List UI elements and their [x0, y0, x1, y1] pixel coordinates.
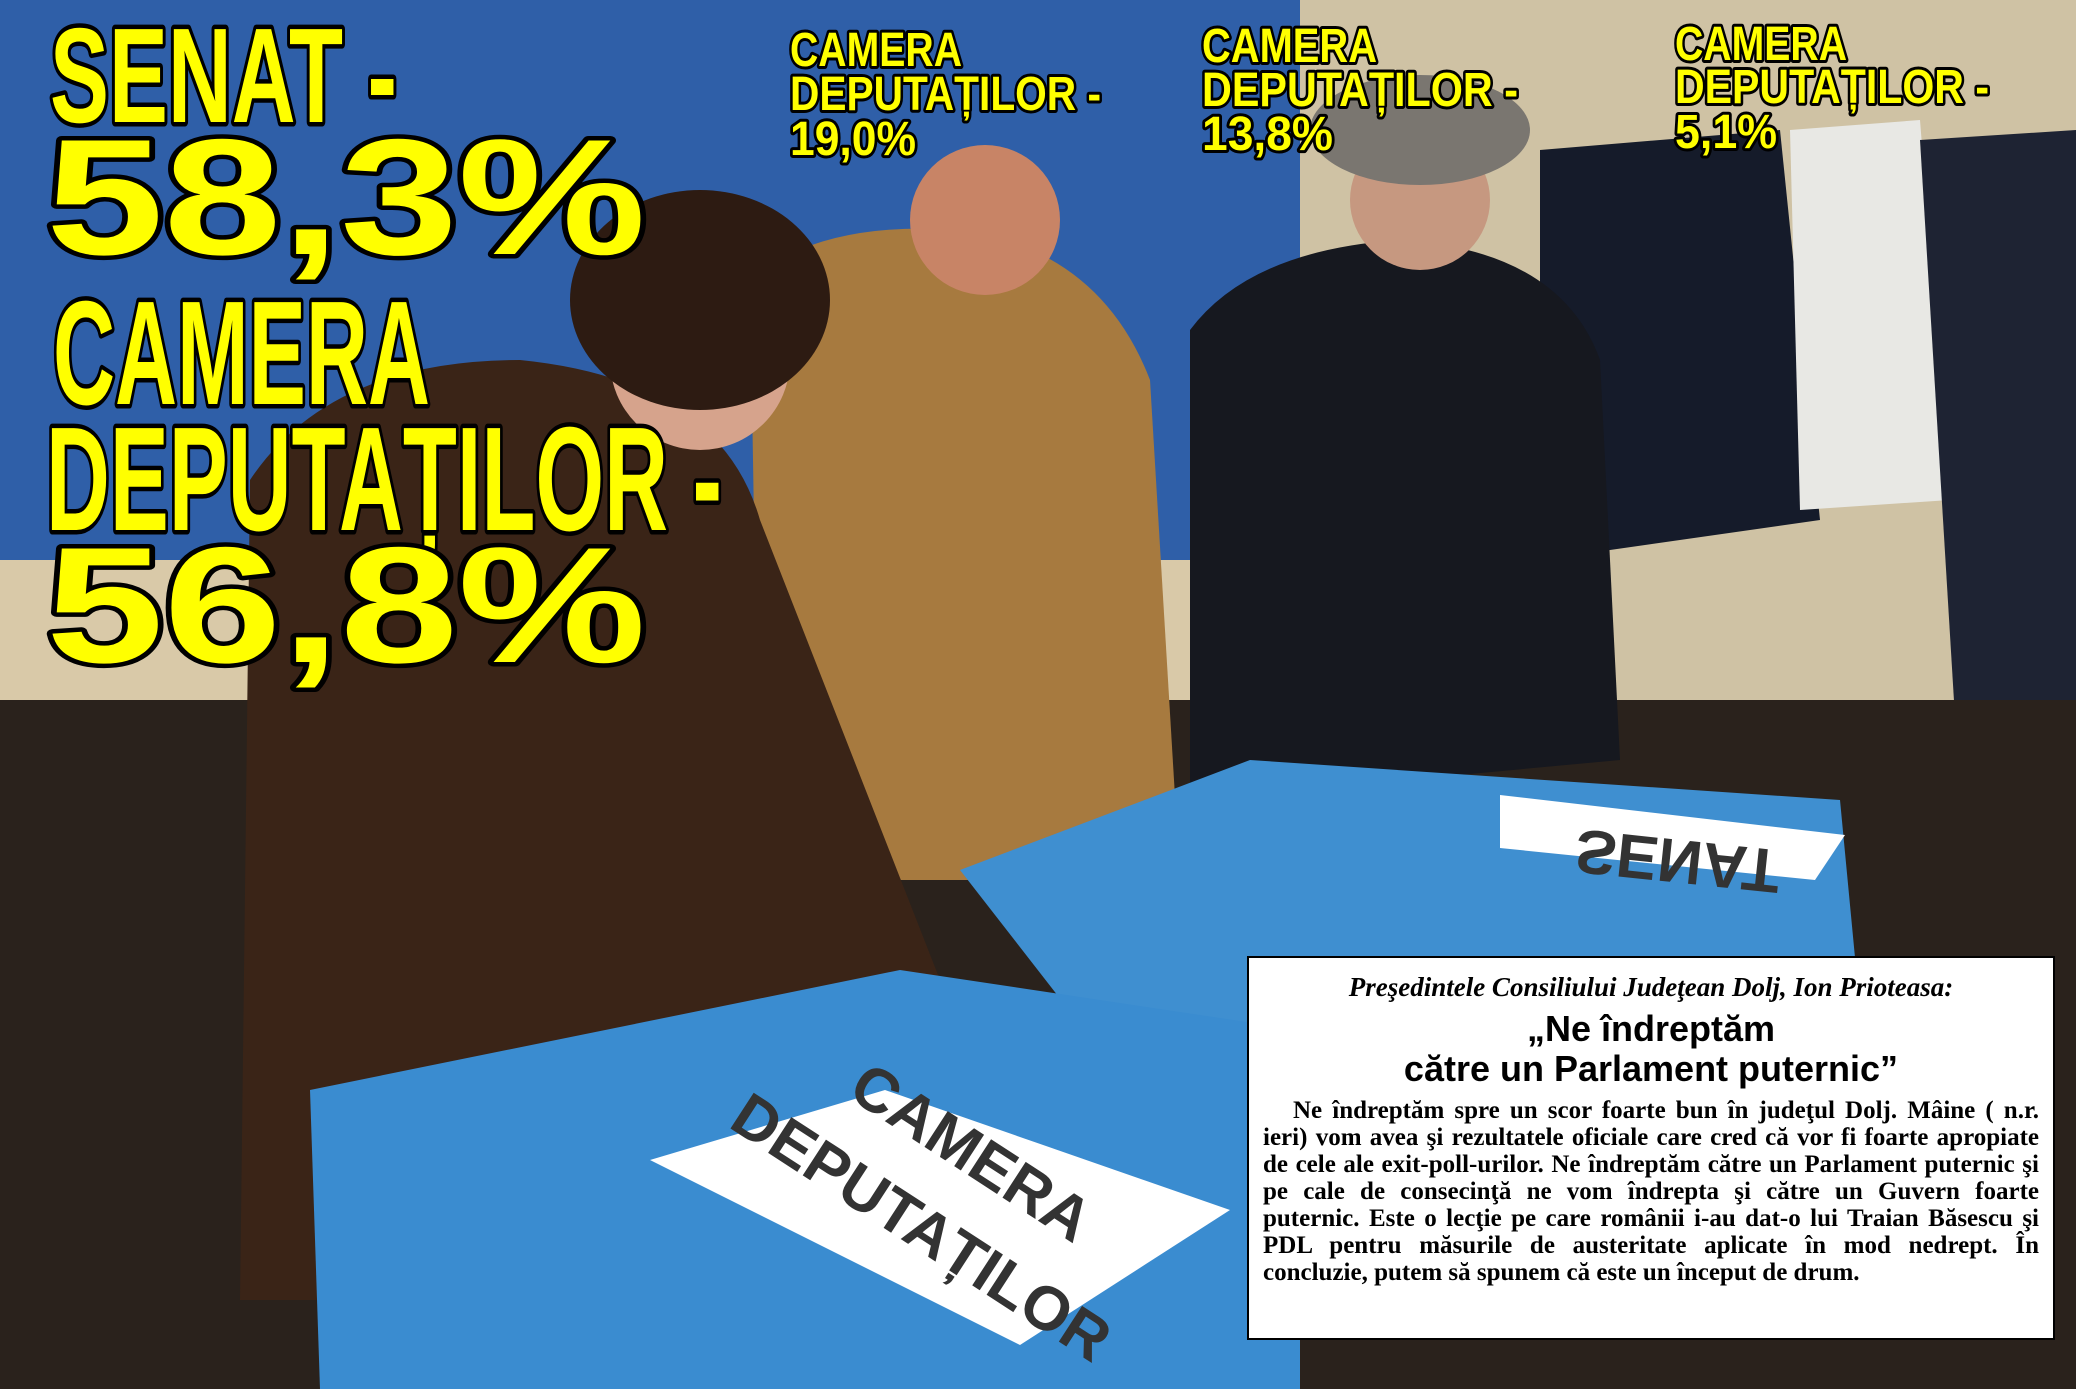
camera-value: 56,8%: [46, 513, 646, 697]
result-value: 5,1%: [1675, 106, 1777, 159]
man-middle-face: [910, 145, 1060, 295]
result-value: 13,8%: [1202, 108, 1333, 161]
attribution: Preşedintele Consiliului Judeţean Dolj, …: [1257, 972, 2045, 1003]
headline-line: către un Parlament puternic”: [1257, 1049, 2045, 1089]
page: SENAT CAMERA DEPUTAȚILOR SENAT - 58,3% C…: [0, 0, 2076, 1389]
result-value: 19,0%: [790, 113, 916, 166]
senat-value: 58,3%: [46, 105, 646, 289]
man-right-coat: [1190, 240, 1620, 800]
quote-body: Ne îndreptăm spre un scor foarte bun în …: [1263, 1097, 2039, 1286]
headline-line: „Ne îndreptăm: [1257, 1009, 2045, 1049]
quote-box: Preşedintele Consiliului Judeţean Dolj, …: [1247, 956, 2055, 1340]
